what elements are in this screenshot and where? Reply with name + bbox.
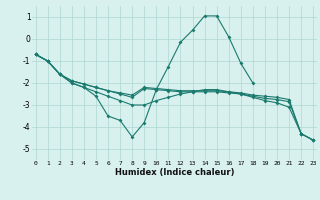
X-axis label: Humidex (Indice chaleur): Humidex (Indice chaleur) — [115, 168, 234, 177]
